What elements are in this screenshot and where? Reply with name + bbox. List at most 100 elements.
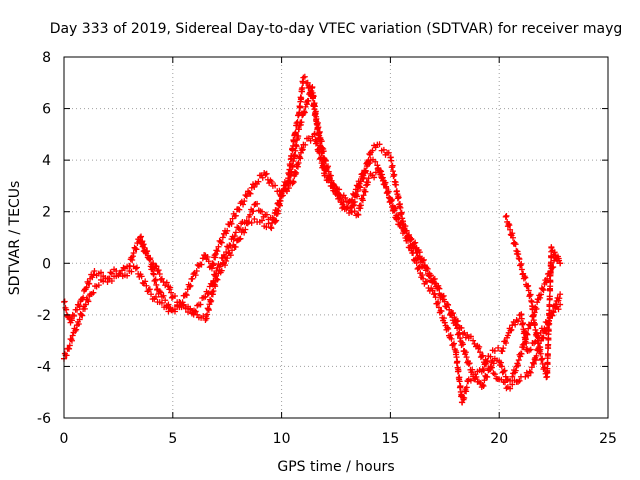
data-point	[398, 219, 405, 226]
data-point	[202, 293, 209, 300]
data-point	[95, 282, 102, 289]
data-point	[75, 321, 82, 328]
data-point	[187, 282, 194, 289]
data-point	[66, 345, 73, 352]
data-point	[461, 394, 468, 401]
data-point	[357, 202, 364, 209]
data-point	[204, 253, 211, 260]
data-point	[518, 315, 525, 322]
data-point	[443, 301, 450, 308]
data-point	[484, 373, 491, 380]
data-point	[408, 236, 415, 243]
data-point	[440, 315, 447, 322]
data-point	[515, 357, 522, 364]
data-point	[156, 288, 163, 295]
data-point	[138, 233, 145, 240]
data-point	[498, 363, 505, 370]
data-point	[481, 377, 488, 384]
data-point	[362, 188, 369, 195]
data-point	[389, 196, 396, 203]
data-point	[224, 227, 231, 234]
data-point	[406, 231, 413, 238]
data-point	[218, 267, 225, 274]
data-point	[128, 268, 135, 275]
data-point	[143, 282, 150, 289]
data-point	[241, 229, 248, 236]
data-point	[187, 306, 194, 313]
data-point	[518, 350, 525, 357]
data-point	[463, 384, 470, 391]
data-point	[424, 278, 431, 285]
data-point	[320, 163, 327, 170]
data-point	[163, 279, 170, 286]
data-point	[502, 213, 509, 220]
data-point	[487, 363, 494, 370]
data-point	[527, 369, 534, 376]
data-point	[251, 215, 258, 222]
data-point	[242, 226, 249, 233]
data-point	[235, 225, 242, 232]
data-point	[456, 329, 463, 336]
data-point	[298, 95, 305, 102]
data-point	[268, 178, 275, 185]
data-point	[167, 284, 174, 291]
data-point	[163, 304, 170, 311]
data-point	[303, 101, 310, 108]
data-point	[90, 289, 97, 296]
data-point	[512, 241, 519, 248]
data-point	[137, 234, 144, 241]
x-tick-label: 25	[599, 431, 617, 447]
data-point	[556, 295, 563, 302]
data-point	[507, 377, 514, 384]
data-point	[477, 349, 484, 356]
data-point	[82, 301, 89, 308]
data-point	[155, 267, 162, 274]
data-point	[100, 278, 107, 285]
data-point	[133, 264, 140, 271]
chart-title: Day 333 of 2019, Sidereal Day-to-day VTE…	[50, 21, 623, 37]
data-point	[360, 174, 367, 181]
data-point	[509, 230, 516, 237]
data-point	[186, 283, 193, 290]
data-point	[506, 222, 513, 229]
data-point	[182, 305, 189, 312]
data-point	[263, 170, 270, 177]
data-point	[533, 330, 540, 337]
data-point	[457, 335, 464, 342]
data-point	[198, 261, 205, 268]
data-point	[454, 358, 461, 365]
data-point	[388, 157, 395, 164]
data-point	[241, 198, 248, 205]
data-point	[307, 137, 314, 144]
data-point	[537, 350, 544, 357]
data-point	[435, 304, 442, 311]
data-point	[232, 229, 239, 236]
data-point	[237, 235, 244, 242]
data-point	[545, 327, 552, 334]
data-point	[533, 352, 540, 359]
data-point	[79, 312, 86, 319]
data-point	[469, 366, 476, 373]
data-point	[369, 147, 376, 154]
data-point	[402, 223, 409, 230]
data-point	[484, 357, 491, 364]
data-point	[541, 325, 548, 332]
data-point	[322, 172, 329, 179]
data-point	[218, 239, 225, 246]
data-point	[336, 186, 343, 193]
data-point	[480, 383, 487, 390]
data-point	[500, 368, 507, 375]
data-point	[435, 282, 442, 289]
data-point	[81, 305, 88, 312]
data-point	[76, 316, 83, 323]
data-point	[342, 194, 349, 201]
data-point	[83, 284, 90, 291]
data-point	[546, 303, 553, 310]
data-point	[305, 97, 312, 104]
data-point	[141, 244, 148, 251]
data-point	[323, 166, 330, 173]
data-point	[227, 242, 234, 249]
data-point	[515, 318, 522, 325]
data-point	[90, 271, 97, 278]
data-point	[531, 321, 538, 328]
